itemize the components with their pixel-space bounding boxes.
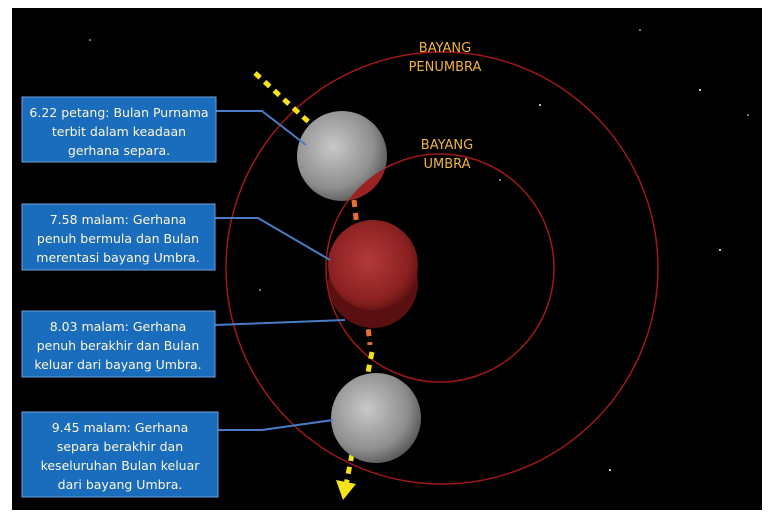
box (21, 310, 216, 378)
box-text: separa berakhir dan (57, 439, 183, 454)
box-text: merentasi bayang Umbra. (36, 250, 199, 265)
box-text: penuh berakhir dan Bulan (37, 338, 200, 353)
penumbra-label: BAYANG (419, 41, 471, 56)
boxes (21, 96, 219, 498)
box-text: keluar dari bayang Umbra. (34, 357, 201, 372)
box-text: 9.45 malam: Gerhana (52, 420, 189, 435)
box-text: 6.22 petang: Bulan Purnama (29, 105, 208, 120)
umbra-label: BAYANG (421, 138, 473, 153)
umbra-label: UMBRA (423, 157, 470, 172)
box-text: dari bayang Umbra. (58, 477, 183, 492)
box-text: terbit dalam keadaan (52, 124, 186, 139)
box-text: penuh bermula dan Bulan (37, 231, 199, 246)
leaders (214, 110, 346, 431)
box (21, 96, 217, 163)
box (21, 411, 219, 498)
box-text: keseluruhan Bulan keluar (41, 458, 201, 473)
box-text: 7.58 malam: Gerhana (50, 212, 187, 227)
box-text: 8.03 malam: Gerhana (50, 319, 187, 334)
penumbra-circle (225, 51, 659, 485)
penumbra-label: PENUMBRA (409, 60, 482, 75)
stars (89, 29, 749, 471)
moon (331, 373, 421, 463)
umbra-circle (325, 153, 555, 383)
moon (328, 220, 418, 310)
arrow-head (336, 480, 356, 500)
moon (297, 111, 387, 201)
box (21, 203, 216, 271)
box-text: gerhana separa. (68, 143, 170, 158)
